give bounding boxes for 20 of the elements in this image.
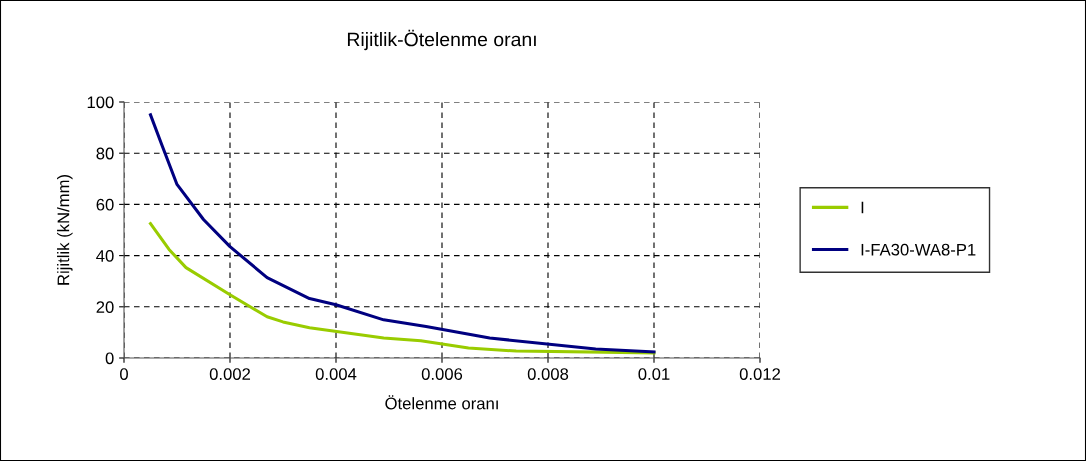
- x-axis-title: Ötelenme oranı: [385, 395, 498, 410]
- x-tick-label: 0: [120, 368, 128, 380]
- legend-label: I-FA30-WA8-P1: [861, 243, 976, 256]
- y-tick-label: 80: [96, 147, 114, 160]
- y-axis-title: Rijitlik (kN/mm): [57, 175, 73, 285]
- x-tick-label: 0.01: [638, 368, 670, 380]
- y-tick-label: 0: [105, 352, 114, 365]
- x-tick-label: 0.006: [421, 368, 463, 380]
- line-series: [148, 222, 656, 355]
- legend-label: I: [861, 201, 864, 214]
- y-tick-label: 40: [96, 250, 114, 262]
- x-tick-label: 0.002: [209, 368, 251, 380]
- y-tick-label: 20: [96, 301, 114, 313]
- y-tick-label: 100: [87, 96, 114, 109]
- x-tick-label: 0.008: [527, 368, 569, 380]
- x-tick-label: 0.012: [739, 368, 781, 380]
- y-tick-label: 60: [96, 198, 114, 211]
- x-tick-label: 0.004: [315, 368, 357, 380]
- line-series: [148, 113, 656, 354]
- chart-title: Rijitlik-Ötelenme oranı: [347, 29, 536, 51]
